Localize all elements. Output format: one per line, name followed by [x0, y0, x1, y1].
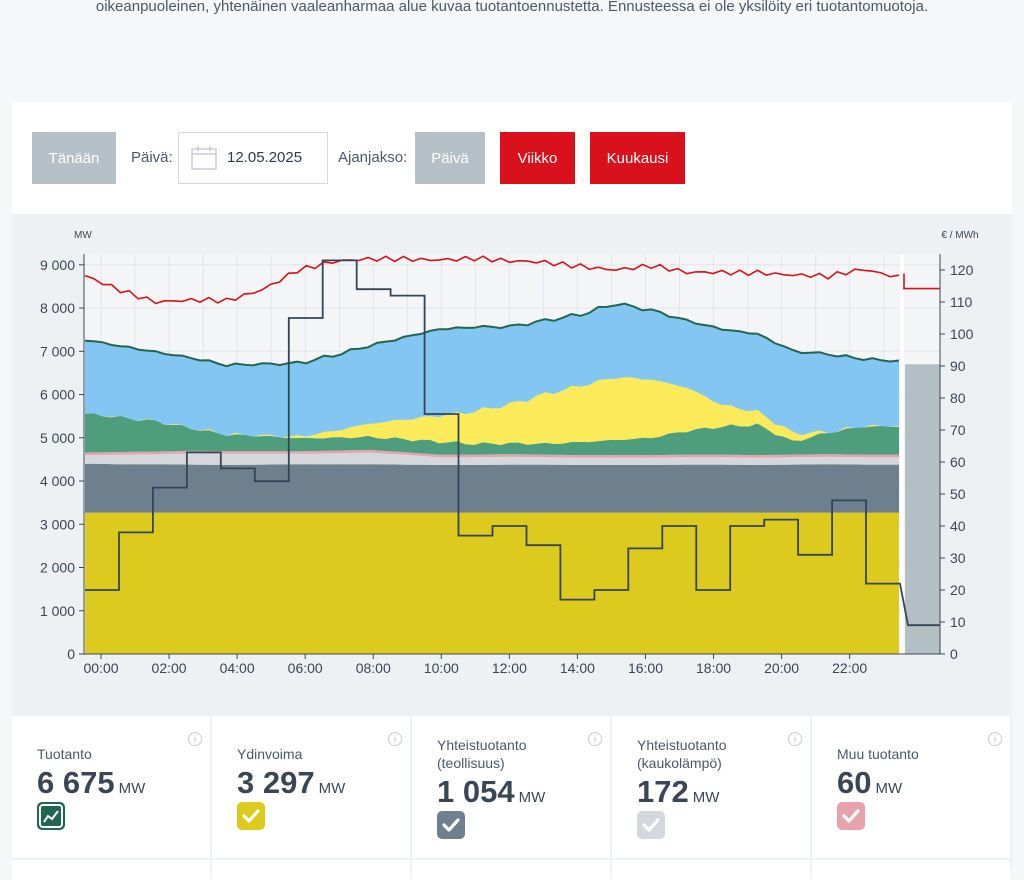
- x-tick-label: 04:00: [220, 660, 255, 676]
- x-tick-label: 00:00: [83, 660, 118, 676]
- date-picker[interactable]: 12.05.2025: [178, 132, 328, 184]
- y-axis-left-label: MW: [74, 230, 92, 241]
- consumption-line: [84, 255, 900, 305]
- y-tick-label-right: 120: [950, 262, 974, 278]
- summary-cards: Tuotanto 6 675 MW i Ydinvoima 3 297 MW i Yhteist…: [12, 714, 1012, 880]
- x-tick-label: 10:00: [424, 660, 459, 676]
- info-icon[interactable]: i: [388, 732, 402, 746]
- card-unit: MW: [318, 780, 346, 797]
- y-tick-label-left: 5 000: [40, 430, 75, 446]
- area-industrial: [85, 463, 899, 513]
- y-tick-label-right: 30: [950, 550, 966, 566]
- y-tick-label-left: 2 000: [40, 560, 75, 576]
- controls-panel: Tänään Päivä: 12.05.2025 Ajanjakso: Päiv…: [12, 102, 1012, 214]
- card-title: Yhteistuotanto (kaukolämpö): [637, 737, 727, 771]
- y-tick-label-right: 90: [950, 358, 966, 374]
- x-tick-label: 20:00: [764, 660, 799, 676]
- check-icon[interactable]: [837, 802, 865, 830]
- y-axis-right-label: € / MWh: [941, 230, 978, 241]
- x-tick-label: 02:00: [152, 660, 187, 676]
- x-tick-label: 06:00: [288, 660, 323, 676]
- y-tick-label-right: 110: [950, 294, 973, 310]
- period-label: Ajanjakso:: [338, 149, 408, 166]
- y-tick-label-right: 70: [950, 422, 966, 438]
- y-tick-label-right: 10: [950, 614, 966, 630]
- chart-svg: MW € / MWh 0 1 000 2 000 3 000 4 000 5 000 6 000…: [40, 230, 979, 676]
- card-unit: MW: [692, 789, 720, 806]
- summary-card-next-row: [412, 860, 610, 880]
- forecast-area: [905, 364, 940, 654]
- calendar-icon: [191, 146, 217, 170]
- y-tick-label-right: 60: [950, 454, 966, 470]
- price-line: [85, 259, 940, 627]
- y-tick-label-right: 40: [950, 518, 966, 534]
- date-value: 12.05.2025: [227, 149, 303, 166]
- total-production-line: [84, 302, 900, 368]
- period-month-button[interactable]: Kuukausi: [590, 132, 685, 184]
- card-unit: MW: [518, 789, 546, 806]
- info-icon[interactable]: i: [188, 732, 202, 746]
- y-tick-label-left: 9 000: [40, 257, 75, 273]
- y-tick-label-left: 3 000: [40, 516, 75, 532]
- card-title: Yhteistuotanto (teollisuus): [437, 737, 527, 771]
- check-icon[interactable]: [637, 811, 665, 839]
- y-tick-label-left: 7 000: [40, 343, 75, 359]
- x-tick-label: 14:00: [560, 660, 595, 676]
- chart-line-icon[interactable]: [37, 802, 65, 830]
- card-title: Muu tuotanto: [837, 746, 919, 762]
- summary-card: Muu tuotanto 60 MW i: [812, 716, 1010, 858]
- summary-card: Yhteistuotanto (kaukolämpö) 172 MW i: [612, 716, 810, 858]
- y-tick-label-left: 1 000: [40, 603, 75, 619]
- y-tick-label-right: 20: [950, 582, 966, 598]
- area-solar: [85, 377, 899, 445]
- intro-text: oikeanpuoleinen, yhtenäinen vaaleanharma…: [95, 0, 929, 15]
- x-tick-label: 16:00: [628, 660, 663, 676]
- y-tick-label-right: 80: [950, 390, 966, 406]
- check-icon[interactable]: [237, 802, 265, 830]
- info-icon[interactable]: i: [788, 732, 802, 746]
- period-week-button[interactable]: Viikko: [500, 132, 575, 184]
- y-tick-label-left: 0: [67, 646, 75, 662]
- summary-card-next-row: [612, 860, 810, 880]
- info-icon[interactable]: i: [988, 732, 1002, 746]
- summary-card-next-row: [812, 860, 1010, 880]
- production-chart: MW € / MWh 0 1 000 2 000 3 000 4 000 5 000 6 000…: [12, 214, 1012, 714]
- info-icon[interactable]: i: [588, 732, 602, 746]
- period-day-button[interactable]: Päivä: [415, 132, 485, 184]
- y-tick-label-left: 4 000: [40, 473, 75, 489]
- y-tick-label-left: 8 000: [40, 300, 75, 316]
- card-unit: MW: [875, 780, 903, 797]
- x-tick-label: 08:00: [356, 660, 391, 676]
- y-tick-label-right: 50: [950, 486, 966, 502]
- x-tick-label: 12:00: [492, 660, 527, 676]
- summary-card: Yhteistuotanto (teollisuus) 1 054 MW i: [412, 716, 610, 858]
- summary-card: Tuotanto 6 675 MW i: [12, 716, 210, 858]
- x-tick-label: 18:00: [696, 660, 731, 676]
- check-icon[interactable]: [437, 811, 465, 839]
- card-value: 1 054 MW: [437, 774, 546, 809]
- today-button[interactable]: Tänään: [32, 132, 116, 184]
- card-value: 60 MW: [837, 765, 903, 800]
- y-tick-label-right: 0: [950, 646, 958, 662]
- card-title: Ydinvoima: [237, 746, 303, 762]
- date-label: Päivä:: [131, 149, 173, 166]
- summary-card: Ydinvoima 3 297 MW i: [212, 716, 410, 858]
- card-unit: MW: [118, 780, 146, 797]
- consumption-forecast-line: [903, 273, 940, 290]
- summary-card-next-row: [12, 860, 210, 880]
- x-tick-label: 22:00: [832, 660, 867, 676]
- card-value: 3 297 MW: [237, 765, 346, 800]
- summary-card-next-row: [212, 860, 410, 880]
- card-value: 6 675 MW: [37, 765, 146, 800]
- y-tick-label-right: 100: [950, 326, 974, 342]
- card-title: Tuotanto: [37, 746, 92, 762]
- y-tick-label-left: 6 000: [40, 387, 75, 403]
- card-value: 172 MW: [637, 774, 720, 809]
